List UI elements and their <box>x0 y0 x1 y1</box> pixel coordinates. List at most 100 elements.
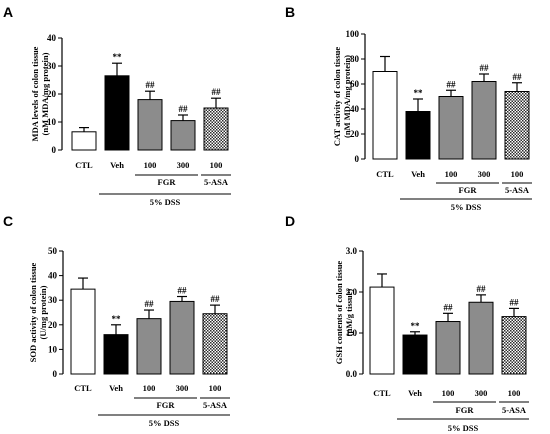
category-label: 100 <box>442 388 455 398</box>
category-label: CTL <box>75 160 93 170</box>
category-label: 100 <box>144 160 157 170</box>
bar <box>203 107 229 151</box>
bar <box>104 75 130 151</box>
category-label: Veh <box>408 388 422 398</box>
bar <box>169 300 195 375</box>
group-label: FGR <box>157 400 176 410</box>
y-axis-label: GSH contents of colon tissue <box>334 261 344 365</box>
panel-a: A 0 10 20 30 40 MDA levels of colon tissue (nM … <box>3 4 231 207</box>
y-tick-label: 10 <box>48 344 58 354</box>
significance-label: ## <box>477 284 487 294</box>
significance-label: ## <box>179 104 189 114</box>
y-tick-label: 20 <box>47 89 57 99</box>
y-tick-label: 40 <box>48 271 58 281</box>
category-label: 100 <box>210 160 223 170</box>
y-tick-label: 10 <box>47 117 57 127</box>
bar <box>137 99 163 151</box>
panel-b: B 0 20 40 60 80 100 CAT activity of colon tissu… <box>285 4 532 212</box>
y-tick-label: 30 <box>48 295 58 305</box>
category-label: Veh <box>110 160 124 170</box>
y-tick-label: 80 <box>350 54 360 64</box>
significance-label: ** <box>113 52 123 62</box>
y-tick-label: 50 <box>48 246 58 256</box>
y-tick-label: 100 <box>346 29 360 39</box>
y-axis-label: (μM/g tissue) <box>344 289 354 337</box>
significance-label: ## <box>444 302 454 312</box>
category-label: CTL <box>373 388 391 398</box>
y-tick-label: 0.0 <box>346 369 358 379</box>
group-label: 5-ASA <box>505 185 530 195</box>
y-axis-label: (nM MDA/mg protein) <box>40 52 50 135</box>
significance-label: ## <box>146 80 156 90</box>
category-label: 100 <box>511 169 524 179</box>
significance-label: ## <box>513 72 523 82</box>
y-tick-label: 60 <box>350 79 360 89</box>
panel-letter: C <box>3 213 13 229</box>
significance-label: ** <box>414 88 424 98</box>
significance-label: ## <box>480 63 490 73</box>
y-axis-label: (U/mg protein) <box>38 285 48 339</box>
category-label: 300 <box>478 169 491 179</box>
group-label: 5-ASA <box>204 177 229 187</box>
significance-label: ## <box>510 297 520 307</box>
panel-letter: A <box>3 4 13 20</box>
significance-label: ## <box>211 294 221 304</box>
category-label: Veh <box>109 383 123 393</box>
panel-c: C 0 10 20 30 40 50 SOD activity of colon tissue… <box>3 213 230 428</box>
y-tick-label: 20 <box>48 320 58 330</box>
bar <box>136 318 162 375</box>
category-label: 100 <box>209 383 222 393</box>
bar <box>369 286 395 375</box>
bar <box>202 313 228 375</box>
category-label: 100 <box>508 388 521 398</box>
y-tick-label: 0 <box>53 369 58 379</box>
condition-label: 5% DSS <box>149 418 180 428</box>
significance-label: ** <box>112 314 122 324</box>
category-label: CTL <box>376 169 394 179</box>
bar <box>405 111 431 160</box>
y-tick-label: 40 <box>350 104 360 114</box>
y-tick-label: 2.0 <box>346 287 358 297</box>
bar <box>402 334 428 375</box>
y-tick-label: 1.0 <box>346 328 358 338</box>
panel-letter: B <box>285 4 295 20</box>
group-label: 5-ASA <box>502 405 527 415</box>
bar <box>504 91 530 160</box>
bar <box>103 334 129 375</box>
bar <box>372 71 398 160</box>
y-tick-label: 30 <box>47 61 57 71</box>
category-label: CTL <box>74 383 92 393</box>
bar <box>438 96 464 160</box>
significance-label: ## <box>447 79 457 89</box>
y-axis-label: (nM MDA/mg protein) <box>342 55 352 138</box>
panel-letter: D <box>285 213 295 229</box>
y-axis-label: MDA levels of colon tissue <box>30 46 40 141</box>
bar <box>170 120 196 151</box>
significance-label: ## <box>178 286 188 296</box>
bar <box>471 81 497 160</box>
condition-label: 5% DSS <box>451 202 482 212</box>
group-label: 5-ASA <box>203 400 228 410</box>
group-label: FGR <box>456 405 475 415</box>
y-axis-label: SOD activity of colon tissue <box>28 262 38 362</box>
bar <box>468 301 494 375</box>
significance-label: ## <box>212 87 222 97</box>
category-label: 300 <box>177 160 190 170</box>
y-tick-label: 20 <box>350 129 360 139</box>
y-tick-label: 40 <box>47 33 57 43</box>
category-label: 300 <box>176 383 189 393</box>
category-label: 100 <box>445 169 458 179</box>
significance-label: ** <box>411 321 421 331</box>
y-tick-label: 0 <box>355 154 360 164</box>
significance-label: ## <box>145 299 155 309</box>
bar <box>435 321 461 375</box>
y-tick-label: 0 <box>52 145 57 155</box>
bar <box>501 316 527 375</box>
bar <box>70 288 96 375</box>
condition-label: 5% DSS <box>150 197 181 207</box>
category-label: Veh <box>411 169 425 179</box>
category-label: 100 <box>143 383 156 393</box>
y-axis-label: CAT activity of colon tissue <box>332 47 342 147</box>
